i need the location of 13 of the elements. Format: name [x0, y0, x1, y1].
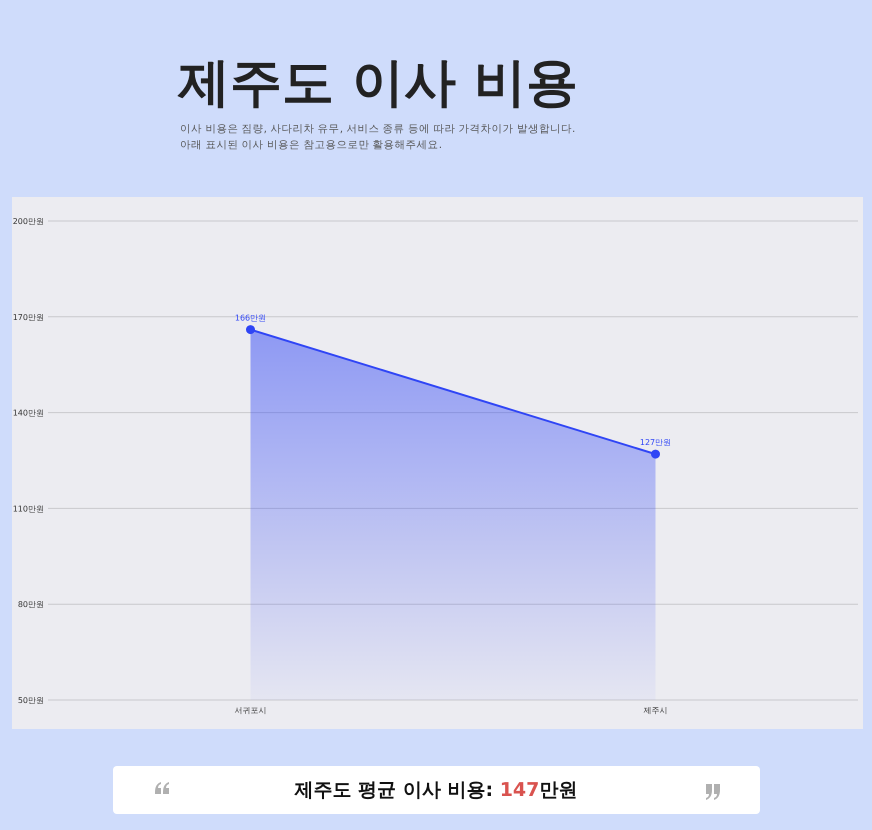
chart-title: 제주도 이사 비용 — [177, 53, 578, 113]
chart-subtitle: 이사 비용은 짐량, 사다리차 유무, 서비스 종류 등에 따라 가격차이가 발생합니다. 아래 표시된 이사 비용은 참고용으로만 활용해주세요. — [180, 123, 576, 151]
y-tick-label: 140만원 — [12, 408, 44, 418]
x-tick-label: 서귀포시 — [234, 706, 266, 715]
y-tick-label: 200만원 — [12, 217, 44, 226]
x-tick-label: 제주시 — [644, 706, 668, 715]
text: 제주도 평균 이사 비용: 147만원 — [294, 779, 578, 801]
data-label: 166만원 — [234, 314, 266, 323]
y-tick-label: 80만원 — [18, 600, 44, 610]
y-tick-label: 170만원 — [12, 312, 44, 322]
y-tick-label: 110만원 — [12, 504, 44, 514]
y-tick-label: 50만원 — [18, 696, 44, 705]
data-label: 127만원 — [640, 438, 672, 448]
